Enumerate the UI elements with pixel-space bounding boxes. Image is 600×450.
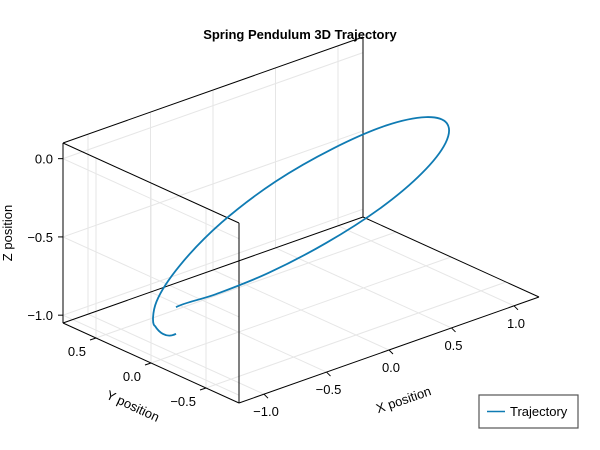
x-tick-mark xyxy=(388,349,394,355)
x-tick-mark xyxy=(451,327,456,333)
series-line-trajectory xyxy=(152,116,450,337)
y-tick-mark xyxy=(144,362,152,366)
y-tick-label: −0.5 xyxy=(170,394,196,409)
z-tick-label: 0.0 xyxy=(35,152,53,167)
floor-grid-y xyxy=(150,256,452,364)
frame-edge xyxy=(62,216,364,324)
frame-edge xyxy=(62,36,364,144)
y-axis-label: Y position xyxy=(104,387,162,425)
floor-grid-y xyxy=(205,281,507,389)
x-tick-label: 1.0 xyxy=(507,316,525,331)
frame-edge xyxy=(362,216,540,298)
z-tick-label: −0.5 xyxy=(27,230,53,245)
z-axis-label: Z position xyxy=(0,205,15,261)
x-tick-label: −1.0 xyxy=(253,404,279,419)
x-tick-mark xyxy=(326,371,331,377)
y-tick-label: 0.5 xyxy=(68,344,86,359)
back-wall-grid-z xyxy=(62,52,364,160)
legend: Trajectory xyxy=(478,394,579,429)
series-layer xyxy=(152,116,450,337)
left-wall-grid-z xyxy=(62,314,240,396)
back-wall-grid-z xyxy=(62,208,364,316)
z-tick-label: −1.0 xyxy=(27,308,53,323)
x-tick-mark xyxy=(513,305,519,311)
x-tick-label: −0.5 xyxy=(316,382,342,397)
floor-grid-y xyxy=(95,231,397,339)
y-tick-label: 0.0 xyxy=(123,369,141,384)
y-tick-mark xyxy=(89,337,97,341)
grid-lines xyxy=(62,45,515,396)
chart-title: Spring Pendulum 3D Trajectory xyxy=(203,27,397,42)
x-tick-label: 0.0 xyxy=(382,360,400,375)
frame-edge xyxy=(62,142,240,224)
y-tick-mark xyxy=(199,387,207,391)
x-tick-mark xyxy=(263,393,269,399)
legend-entry-trajectory: Trajectory xyxy=(510,404,568,419)
back-wall-grid-z xyxy=(62,130,364,238)
tick-labels: −1.0 −0.5 0.0 −0.5 0.0 0.5 −1.0 −0.5 0.0 0.5 1.0 xyxy=(27,152,525,420)
x-axis-label: X position xyxy=(374,383,433,416)
x-tick-label: 0.5 xyxy=(444,338,462,353)
